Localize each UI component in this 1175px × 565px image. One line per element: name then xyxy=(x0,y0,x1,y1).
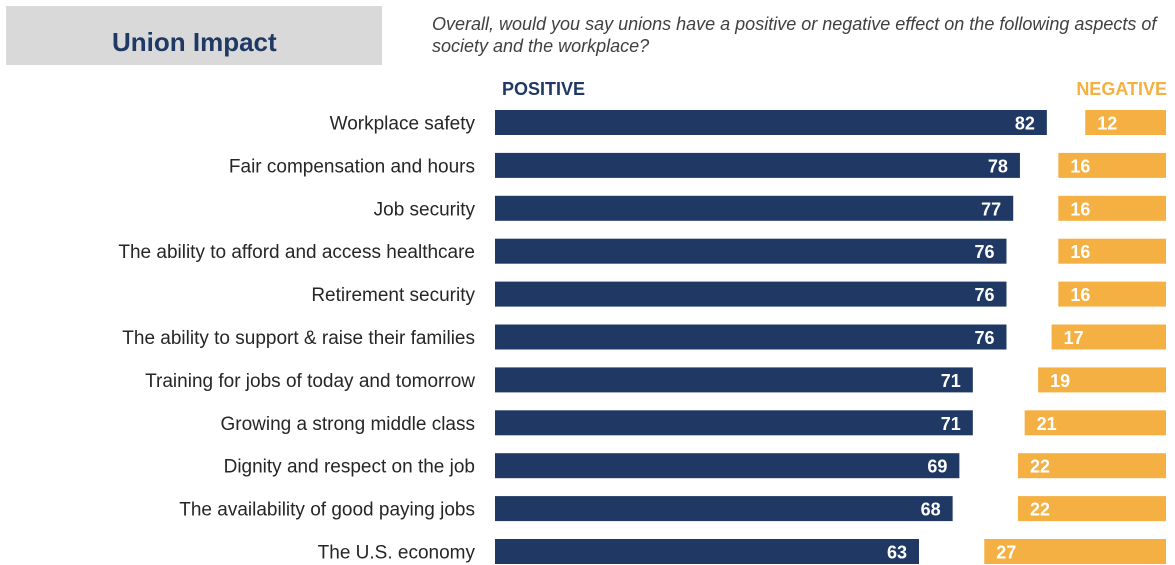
positive-value-label: 63 xyxy=(887,543,907,563)
positive-value-label: 68 xyxy=(921,500,941,520)
negative-bar xyxy=(1017,453,1166,479)
negative-bar xyxy=(1017,496,1166,522)
positive-bar xyxy=(495,152,1020,178)
positive-value-label: 69 xyxy=(927,457,947,477)
category-label: Growing a strong middle class xyxy=(221,414,476,435)
page-title: Union Impact xyxy=(112,27,277,57)
negative-bar xyxy=(1058,152,1166,178)
negative-bar xyxy=(1085,110,1166,135)
positive-value-label: 71 xyxy=(941,414,961,434)
category-label: Fair compensation and hours xyxy=(229,156,475,177)
negative-value-label: 12 xyxy=(1097,114,1117,134)
positive-value-label: 77 xyxy=(981,199,1001,219)
negative-value-label: 16 xyxy=(1070,199,1090,219)
negative-value-label: 16 xyxy=(1070,285,1090,305)
negative-value-label: 16 xyxy=(1070,242,1090,262)
negative-value-label: 17 xyxy=(1064,328,1084,348)
negative-bar xyxy=(1024,410,1166,436)
positive-value-label: 71 xyxy=(941,371,961,391)
negative-value-label: 27 xyxy=(996,543,1016,563)
category-label: The ability to afford and access healthc… xyxy=(118,242,475,263)
positive-value-label: 78 xyxy=(988,156,1008,176)
legend-negative: NEGATIVE xyxy=(1076,79,1167,99)
positive-value-label: 76 xyxy=(974,328,994,348)
negative-bar xyxy=(1058,195,1166,221)
positive-bar xyxy=(495,324,1007,350)
negative-value-label: 16 xyxy=(1070,156,1090,176)
negative-value-label: 19 xyxy=(1050,371,1070,391)
positive-bar xyxy=(495,238,1007,264)
positive-bar xyxy=(495,195,1014,221)
category-label: The U.S. economy xyxy=(318,543,476,564)
positive-bar xyxy=(495,281,1007,307)
positive-bar xyxy=(495,496,953,522)
negative-bar xyxy=(984,539,1166,564)
category-label: The availability of good paying jobs xyxy=(179,500,475,521)
category-label: The ability to support & raise their fam… xyxy=(122,328,475,349)
positive-bar xyxy=(495,539,919,564)
category-label: Job security xyxy=(374,199,476,220)
category-label: Retirement security xyxy=(311,285,475,306)
survey-question: Overall, would you say unions have a pos… xyxy=(432,14,1157,56)
positive-bar xyxy=(495,453,960,479)
negative-bar xyxy=(1038,367,1166,393)
category-label: Dignity and respect on the job xyxy=(224,457,475,478)
positive-value-label: 82 xyxy=(1015,114,1035,134)
negative-bar xyxy=(1051,324,1166,350)
category-label: Training for jobs of today and tomorrow xyxy=(145,371,475,392)
negative-value-label: 22 xyxy=(1030,457,1050,477)
positive-bar xyxy=(495,367,973,393)
negative-bar xyxy=(1058,281,1166,307)
title-box: Union Impact xyxy=(6,6,382,65)
positive-bar xyxy=(495,110,1047,135)
positive-value-label: 76 xyxy=(974,242,994,262)
category-label: Workplace safety xyxy=(330,114,476,135)
negative-bar xyxy=(1058,238,1166,264)
positive-value-label: 76 xyxy=(974,285,994,305)
negative-value-label: 22 xyxy=(1030,500,1050,520)
legend-positive: POSITIVE xyxy=(502,79,586,99)
negative-value-label: 21 xyxy=(1037,414,1057,434)
positive-bar xyxy=(495,410,973,436)
